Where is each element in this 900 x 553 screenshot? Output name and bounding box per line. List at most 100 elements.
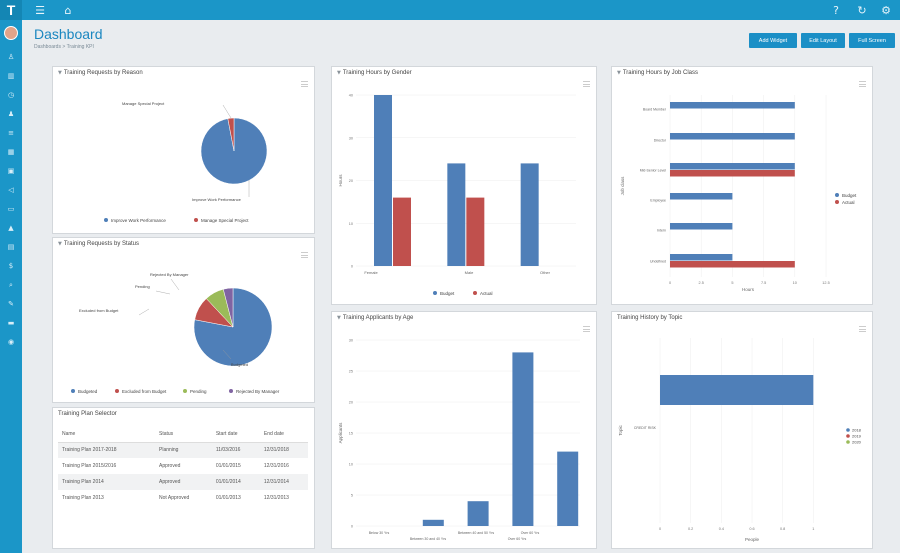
panel-requests-by-status: ▼ Training Requests by Status Rejected By… (52, 237, 315, 403)
home-icon[interactable]: ⌂ (64, 3, 72, 17)
col-status[interactable]: Status (155, 426, 212, 443)
bar (660, 375, 814, 405)
annotation-line (222, 104, 232, 119)
menu-icon[interactable]: ☰ (35, 3, 45, 17)
settings-icon[interactable]: ⚙ (881, 3, 891, 17)
list-icon[interactable]: ≡ (8, 129, 14, 137)
y-tick-label: 0 (351, 525, 353, 529)
col-start-date[interactable]: Start date (211, 426, 260, 443)
panel-menu-icon[interactable] (859, 81, 866, 87)
annotation-label: Rejected By Manager (150, 272, 189, 277)
share-icon[interactable]: ◁ (8, 186, 14, 194)
legend-label: Budgeted (78, 389, 98, 394)
filter-icon[interactable]: ▼ (58, 70, 62, 76)
filter-icon[interactable]: ▼ (337, 70, 341, 76)
y-tick-label: Intern (657, 229, 666, 233)
edit-layout-button[interactable]: Edit Layout (801, 33, 845, 48)
col-end-date[interactable]: End date (259, 426, 308, 443)
panel-menu-icon[interactable] (583, 326, 590, 332)
annotation-line (222, 349, 232, 360)
bar (466, 197, 485, 266)
x-tick-label: 0 (659, 527, 661, 531)
help-icon[interactable]: ? (833, 3, 839, 17)
panel-title: Training Hours by Gender (342, 70, 412, 76)
y-tick-label: 10 (349, 463, 353, 467)
legend-marker (115, 389, 119, 393)
status-pie-chart: Rejected By Manager Pending Excluded from … (71, 272, 280, 394)
money-icon[interactable]: $ (8, 262, 14, 270)
table-row[interactable]: Training Plan 2013 Not Approved 01/01/2013… (58, 490, 308, 506)
bar (467, 501, 489, 526)
x-tick-label: Over 60 Yrs (521, 531, 540, 535)
filter-icon[interactable]: ▼ (337, 315, 341, 321)
table-row[interactable]: Training Plan 2015/2016 Approved 01/01/201… (58, 458, 308, 474)
panel-menu-icon[interactable] (583, 81, 590, 87)
panel-title: Training Requests by Reason (63, 70, 143, 76)
bar (393, 197, 411, 266)
panel-hours-by-job-class: ▼ Training Hours by Job Class 0 2.5 5 7.5 10 1… (611, 66, 873, 305)
legend-label: Budget (440, 291, 455, 296)
panel-applicants-by-age: ▼ Training Applicants by Age 0 5 10 15 20 25 30… (331, 311, 597, 549)
search-icon[interactable]: ⌕ (9, 280, 13, 289)
bar (670, 170, 795, 177)
user-icon[interactable]: ♙ (7, 53, 15, 61)
y-axis-label: Hours (338, 174, 343, 187)
table-row[interactable]: Training Plan 2014 Approved 01/01/2014 12/3… (58, 474, 308, 490)
legend-marker (473, 291, 477, 295)
y-tick-label: 0 (351, 265, 353, 269)
x-tick-label: Below 30 Yrs (369, 531, 390, 535)
bar (520, 163, 539, 266)
pencil-icon[interactable]: ✎ (8, 300, 14, 308)
filter-icon[interactable]: ▼ (617, 70, 621, 76)
legend-label: Actual (480, 291, 493, 296)
bar (557, 451, 579, 526)
legend-marker (846, 428, 850, 432)
legend-label: Manage Special Project (201, 218, 249, 223)
legend-label: 2019 (852, 434, 862, 439)
document-icon[interactable]: ▭ (7, 205, 15, 213)
legend-marker (183, 389, 187, 393)
legend-label: Excluded from Budget (122, 389, 167, 394)
legend-marker (846, 434, 850, 438)
panel-title: Training Hours by Job Class (622, 70, 698, 76)
app-logo[interactable]: T (0, 0, 22, 20)
card-icon[interactable]: ▬ (7, 319, 15, 327)
panel-title: Training History by Topic (617, 315, 683, 321)
legend-marker (229, 389, 233, 393)
x-tick-label: 5 (731, 281, 733, 285)
legend-marker (433, 291, 437, 295)
full-screen-button[interactable]: Full Screen (849, 33, 895, 48)
panel-title: Training Plan Selector (58, 411, 117, 417)
x-axis-label: Hours (742, 287, 755, 292)
panel-menu-icon[interactable] (859, 326, 866, 332)
y-tick-label: 20 (349, 179, 353, 183)
people-icon[interactable]: ♟ (7, 110, 15, 118)
filter-icon[interactable]: ▼ (58, 241, 62, 247)
panel-menu-icon[interactable] (301, 81, 308, 87)
avatar[interactable] (4, 26, 18, 40)
breadcrumb[interactable]: Dashboards > Training KPI (34, 44, 94, 50)
calendar-icon[interactable]: ▣ (7, 167, 15, 175)
top-bar: T ☰ ⌂ ? ↻ ⚙ (0, 0, 900, 20)
report-icon[interactable]: ◉ (7, 338, 15, 346)
y-tick-label: 5 (351, 494, 353, 498)
clock-icon[interactable]: ◷ (7, 91, 15, 99)
sync-icon[interactable]: ↻ (857, 3, 867, 17)
y-tick-label: Board Member (643, 108, 667, 112)
building-icon[interactable]: ▤ (7, 243, 15, 251)
x-tick-label: Male (465, 270, 474, 275)
table-row[interactable]: Training Plan 2017-2018 Planning 11/03/201… (58, 442, 308, 458)
panel-menu-icon[interactable] (301, 252, 308, 258)
x-tick-label: Female (364, 270, 378, 275)
bar (670, 193, 733, 200)
y-tick-label: 20 (349, 401, 353, 405)
legend-label: Improve Work Performance (111, 218, 166, 223)
col-name[interactable]: Name (58, 426, 155, 443)
graduation-icon[interactable]: ▲ (8, 224, 14, 232)
bar (670, 261, 795, 268)
chart-icon[interactable]: ▥ (7, 72, 15, 80)
add-widget-button[interactable]: Add Widget (749, 33, 797, 48)
legend-label: Actual (842, 200, 855, 205)
y-tick-label: 25 (349, 370, 353, 374)
grid-icon[interactable]: ▦ (7, 148, 15, 156)
